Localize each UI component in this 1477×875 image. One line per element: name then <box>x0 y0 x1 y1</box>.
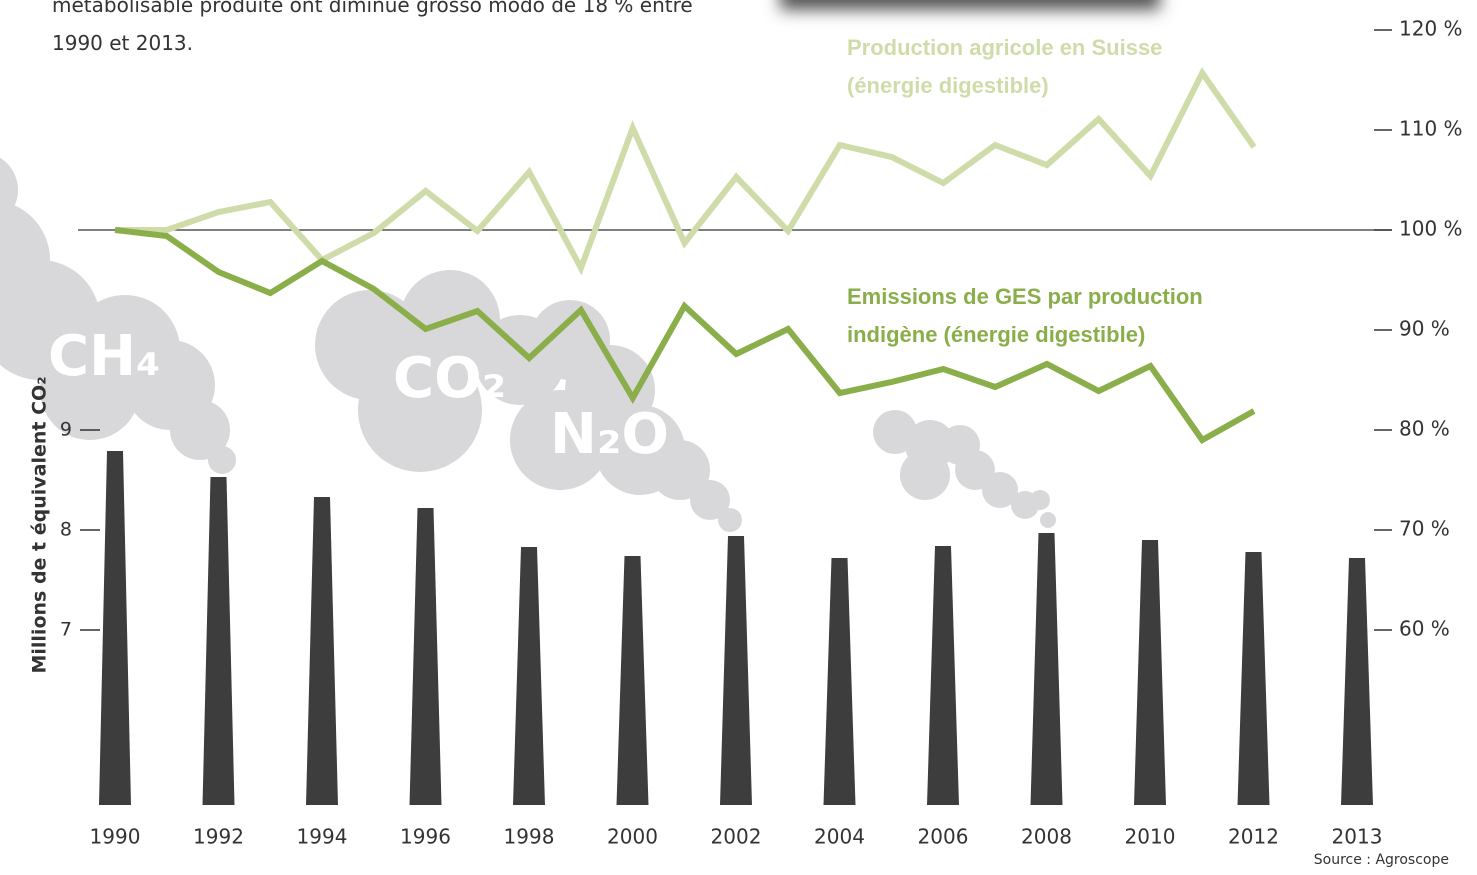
y-tick-label: 8 <box>60 519 72 541</box>
x-tick-label: 1998 <box>504 825 555 849</box>
y-axis-title: Millions de t équivalent CO₂ <box>29 376 51 673</box>
gas-label: CH₄ <box>48 324 161 389</box>
x-tick-label: 2006 <box>918 825 969 849</box>
chimney-bar <box>1341 558 1373 805</box>
chimney-bar <box>1134 540 1166 805</box>
y-tick-label: 9 <box>60 419 72 441</box>
chimney-bar <box>99 451 131 805</box>
x-tick-label: 2010 <box>1125 825 1176 849</box>
y-tick-label: 7 <box>60 619 72 641</box>
chimney-bar <box>1030 533 1063 805</box>
chimney-bar <box>720 536 752 805</box>
chimney-bar <box>823 558 856 805</box>
chimney-bar <box>616 556 649 805</box>
chimney-bar <box>306 497 338 805</box>
series-line <box>115 67 1257 276</box>
chimney-bar <box>927 546 959 805</box>
y2-tick-label: 60 % <box>1399 617 1450 641</box>
gas-label: N₂O <box>550 402 669 467</box>
shadow <box>780 0 1160 10</box>
y2-tick-label: 110 % <box>1399 117 1463 141</box>
x-tick-label: 2008 <box>1021 825 1072 849</box>
series-line <box>114 227 1256 444</box>
x-tick-label: 1994 <box>297 825 348 849</box>
y2-tick-label: 100 % <box>1399 217 1463 241</box>
chimney-bar <box>513 547 545 805</box>
x-tick-label: 1996 <box>400 825 451 849</box>
intro-text: métabolisable produite ont diminué gross… <box>52 0 693 55</box>
y2-tick-label: 70 % <box>1399 517 1450 541</box>
x-tick-label: 2004 <box>814 825 865 849</box>
chimney-bar <box>202 477 235 805</box>
x-tick-label: 2013 <box>1332 825 1383 849</box>
y2-tick-label: 90 % <box>1399 317 1450 341</box>
clouds <box>0 157 1056 532</box>
chimney-bar <box>409 508 442 805</box>
x-tick-label: 1992 <box>193 825 244 849</box>
series-label: Emissions de GES par production indigène… <box>847 284 1203 347</box>
x-tick-label: 1990 <box>90 825 141 849</box>
x-tick-label: 2000 <box>607 825 658 849</box>
series-label: Production agricole en Suisse (énergie d… <box>847 35 1163 98</box>
x-tick-label: 2012 <box>1228 825 1279 849</box>
y2-tick-label: 80 % <box>1399 417 1450 441</box>
gas-labels: CH₄ CO₂ N₂O <box>48 324 669 467</box>
chimney-bar <box>1237 552 1270 805</box>
y2-tick-label: 120 % <box>1399 17 1463 41</box>
source: Source : Agroscope <box>1313 852 1449 868</box>
gas-label: CO₂ <box>393 346 506 411</box>
x-tick-label: 2002 <box>711 825 762 849</box>
